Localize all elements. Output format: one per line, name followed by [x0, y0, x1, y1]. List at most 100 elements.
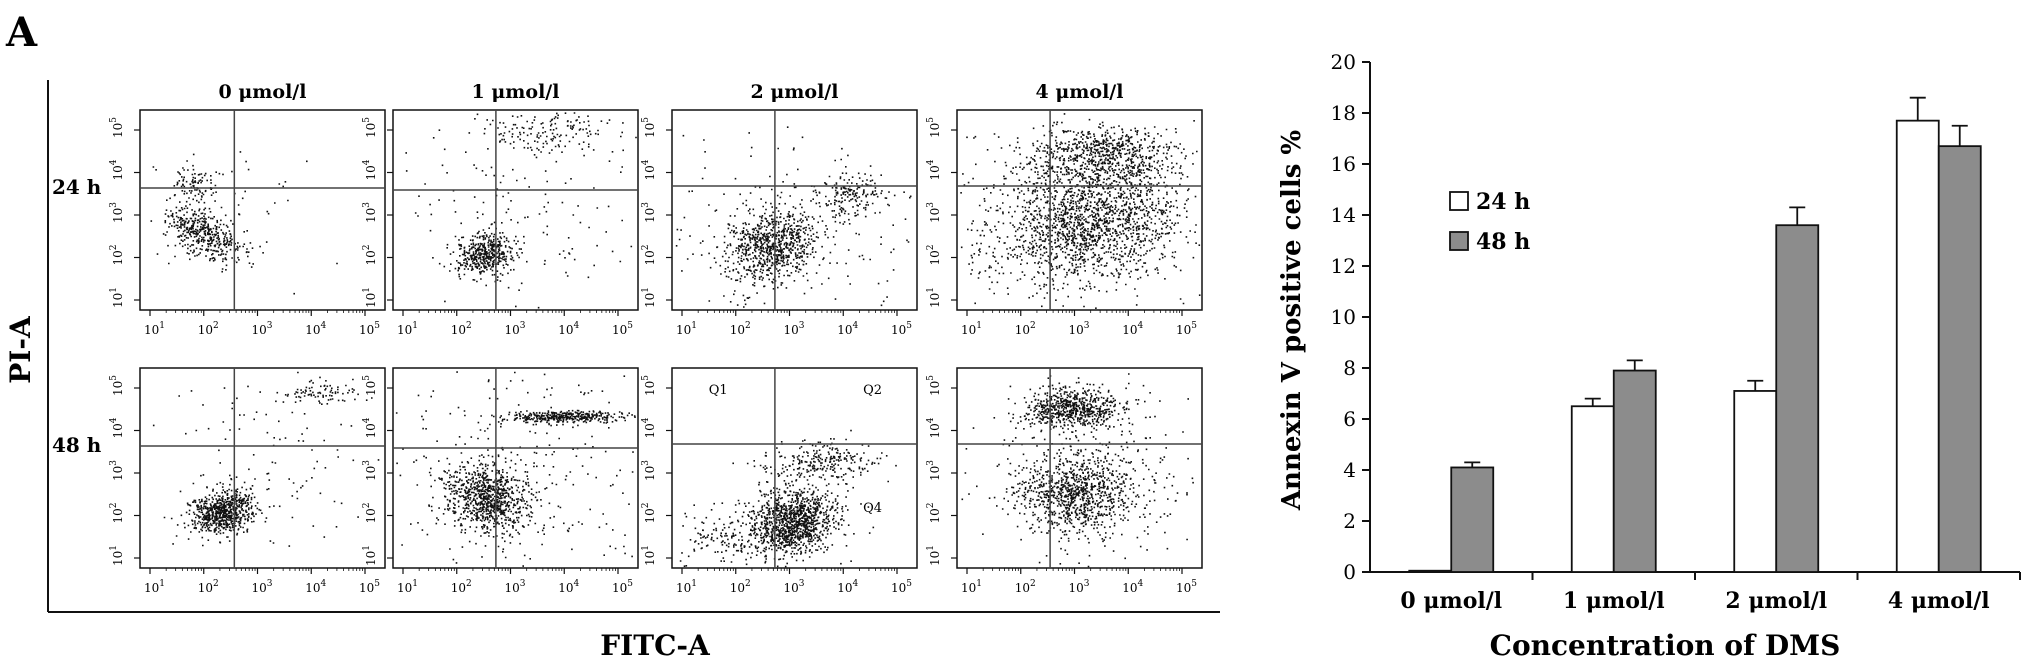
x-tick-label: 104	[305, 579, 326, 595]
x-tick-label: 101	[144, 579, 165, 595]
x-tick-label: 104	[1122, 579, 1143, 595]
x-tick-label: 105	[1176, 321, 1197, 337]
event-dots	[405, 112, 637, 309]
x-tick-label: 105	[891, 579, 912, 595]
dot-plot-frame	[392, 367, 639, 569]
y-tick-label: 103	[362, 202, 378, 223]
bar-y-tick-label: 0	[1343, 560, 1356, 584]
y-tick-label: 104	[362, 159, 378, 180]
dot-plot: 101 101 102 102 103 103 104 104 105 105	[926, 109, 1203, 337]
x-tick-label: 101	[397, 579, 418, 595]
x-tick-label: 103	[505, 321, 526, 337]
bar	[1895, 119, 1940, 573]
y-tick-label: 101	[109, 545, 125, 566]
x-tick-label: 102	[730, 321, 751, 337]
dot-plot: 101 101 102 102 103 103 104 104 105 105	[926, 367, 1203, 595]
y-tick-label: 103	[926, 460, 942, 481]
event-dots	[152, 371, 380, 547]
y-tick-label: 105	[926, 375, 942, 396]
bar-category-label: 2 μmol/l	[1725, 588, 1827, 614]
x-tick-label: 105	[359, 321, 380, 337]
bar-category-label: 4 μmol/l	[1888, 588, 1990, 614]
x-tick-label: 102	[451, 579, 472, 595]
y-tick-label: 104	[109, 159, 125, 180]
y-tick-label: 102	[109, 502, 125, 523]
x-tick-label: 103	[784, 579, 805, 595]
y-tick-label: 104	[641, 417, 657, 438]
quadrant-label: Q2	[863, 383, 882, 398]
bar-y-tick-label: 14	[1331, 203, 1356, 227]
event-dots	[679, 429, 897, 568]
x-tick-label: 102	[198, 321, 219, 337]
y-tick-label: 105	[926, 117, 942, 138]
bar-y-tick-label: 18	[1331, 101, 1356, 125]
dot-plot-frame	[956, 367, 1203, 569]
x-tick-label: 104	[305, 321, 326, 337]
y-tick-label: 104	[362, 417, 378, 438]
y-tick-label: 103	[362, 460, 378, 481]
x-tick-label: 103	[505, 579, 526, 595]
legend-label: 48 h	[1476, 229, 1530, 255]
x-tick-label: 105	[1176, 579, 1197, 595]
legend-swatch	[1449, 191, 1469, 211]
dot-plot: 101 101 102 102 103 103 104 104 105 105	[109, 367, 386, 595]
dot-plot-frame	[671, 367, 918, 569]
y-tick-label: 105	[109, 117, 125, 138]
x-tick-label: 101	[961, 321, 982, 337]
legend-label: 24 h	[1476, 189, 1530, 215]
x-tick-label: 105	[891, 321, 912, 337]
bar-category-label: 0 μmol/l	[1400, 588, 1502, 614]
x-tick-label: 101	[397, 321, 418, 337]
bar-y-tick-label: 10	[1331, 305, 1356, 329]
y-tick-label: 101	[926, 545, 942, 566]
bar-y-label: Annexin V positive cells %	[1277, 130, 1307, 512]
bar-y-tick-label: 6	[1343, 407, 1356, 431]
bar-y-tick-label: 20	[1331, 50, 1356, 74]
x-tick-label: 101	[676, 321, 697, 337]
quadrant-label: Q1	[709, 383, 728, 398]
y-tick-label: 105	[641, 117, 657, 138]
column-header: 4 μmol/l	[1036, 81, 1124, 103]
y-tick-label: 103	[641, 460, 657, 481]
x-tick-label: 104	[558, 321, 579, 337]
y-tick-label: 103	[109, 202, 125, 223]
y-tick-label: 103	[109, 460, 125, 481]
y-tick-label: 102	[362, 244, 378, 265]
dot-plot-frame	[671, 109, 918, 311]
bar	[1408, 569, 1453, 573]
x-tick-label: 105	[612, 579, 633, 595]
y-tick-label: 104	[641, 159, 657, 180]
y-tick-label: 102	[926, 244, 942, 265]
bar	[1775, 224, 1820, 573]
x-tick-label: 103	[1069, 579, 1090, 595]
x-tick-label: 105	[612, 321, 633, 337]
flow-cytometry-panels: PI-A FITC-A 0 μmol/l 1 μmol/l 2 μmol/l 4 μm…	[4, 80, 1220, 662]
y-tick-label: 103	[926, 202, 942, 223]
bar-y-tick-label: 12	[1331, 254, 1356, 278]
dot-plot-frame	[956, 109, 1203, 311]
column-header: 0 μmol/l	[219, 81, 307, 103]
y-tick-label: 104	[926, 417, 942, 438]
x-tick-label: 104	[837, 579, 858, 595]
y-tick-label: 102	[926, 502, 942, 523]
column-header: 2 μmol/l	[751, 81, 839, 103]
y-tick-label: 102	[109, 244, 125, 265]
bar-chart: Annexin V positive cells % Concentration…	[1277, 50, 2021, 662]
x-tick-label: 103	[252, 579, 273, 595]
x-tick-label: 105	[359, 579, 380, 595]
dot-plot: 101 101 102 102 103 103 104 104 105 105	[641, 109, 918, 337]
y-tick-label: 103	[641, 202, 657, 223]
x-tick-label: 101	[144, 321, 165, 337]
x-tick-label: 102	[198, 579, 219, 595]
row-label: 48 h	[52, 433, 102, 457]
bar-y-tick-label: 16	[1331, 152, 1356, 176]
y-tick-label: 101	[926, 287, 942, 308]
dot-plot-frame	[139, 109, 386, 311]
y-tick-label: 101	[109, 287, 125, 308]
bar	[1450, 466, 1495, 573]
x-tick-label: 102	[730, 579, 751, 595]
y-tick-label: 105	[362, 375, 378, 396]
event-dots	[960, 113, 1201, 309]
dot-plot: 101 101 102 102 103 103 104 104 105 105	[362, 109, 639, 337]
